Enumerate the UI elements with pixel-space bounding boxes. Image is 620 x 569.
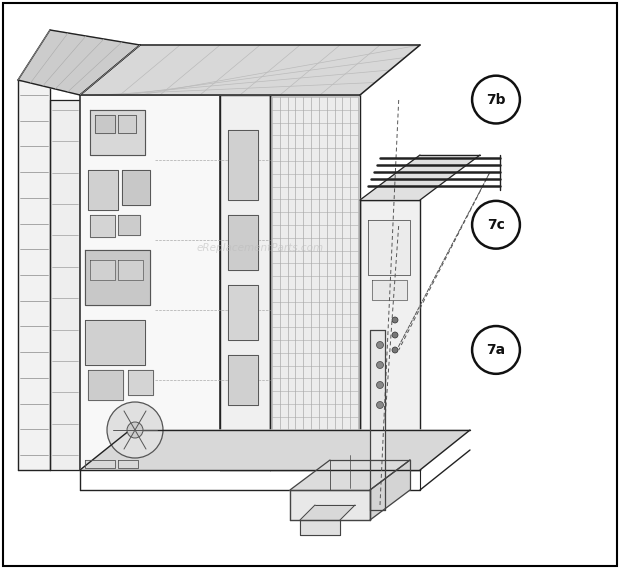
Polygon shape [90,110,145,155]
Text: 7a: 7a [487,343,505,357]
Polygon shape [50,100,80,470]
Polygon shape [220,95,270,470]
Polygon shape [80,45,420,95]
Polygon shape [360,155,480,200]
Polygon shape [128,370,153,395]
Polygon shape [270,95,360,470]
Polygon shape [300,505,355,520]
Polygon shape [80,430,470,470]
Circle shape [392,317,398,323]
Circle shape [376,402,384,409]
Polygon shape [290,460,410,490]
Circle shape [376,381,384,389]
Polygon shape [118,260,143,280]
Polygon shape [372,280,407,300]
Text: eReplacementParts.com: eReplacementParts.com [197,242,324,253]
Circle shape [127,422,143,438]
Polygon shape [118,460,138,468]
Polygon shape [90,260,115,280]
Circle shape [472,76,520,123]
Polygon shape [118,215,140,235]
Polygon shape [18,30,140,95]
Polygon shape [300,520,340,535]
Circle shape [472,326,520,374]
Polygon shape [95,115,115,133]
Text: 7c: 7c [487,218,505,232]
Polygon shape [85,460,115,468]
Polygon shape [88,370,123,400]
Polygon shape [368,220,410,275]
Circle shape [376,341,384,348]
Circle shape [392,347,398,353]
Circle shape [392,332,398,338]
Polygon shape [80,95,220,470]
Polygon shape [228,130,258,200]
Polygon shape [228,285,258,340]
Polygon shape [122,170,150,205]
Polygon shape [90,215,115,237]
Circle shape [107,402,163,458]
Polygon shape [118,115,136,133]
Polygon shape [360,200,420,470]
Polygon shape [370,330,385,510]
Polygon shape [370,460,410,520]
Polygon shape [290,490,370,520]
Circle shape [376,361,384,369]
Polygon shape [228,355,258,405]
Text: 7b: 7b [486,93,506,106]
Polygon shape [18,80,50,470]
Polygon shape [228,215,258,270]
Polygon shape [88,170,118,210]
Polygon shape [85,250,150,305]
Circle shape [472,201,520,249]
Polygon shape [85,320,145,365]
